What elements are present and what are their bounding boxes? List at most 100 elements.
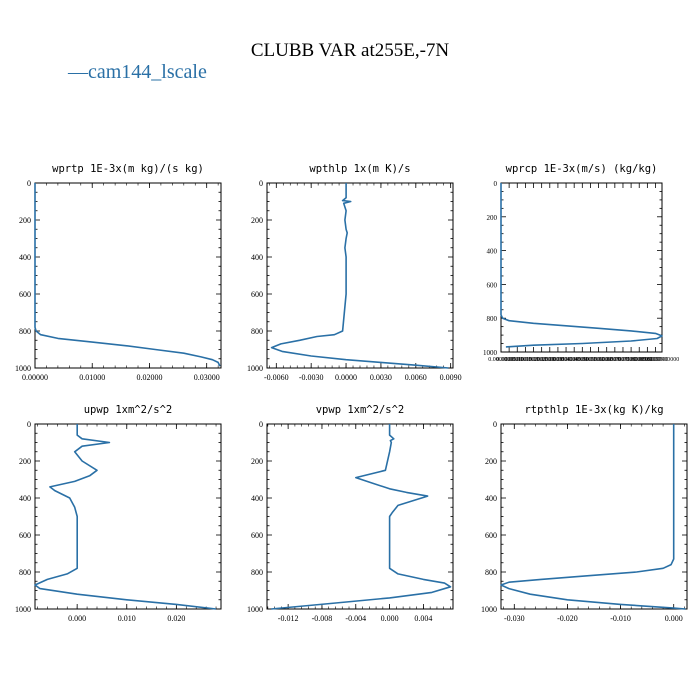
x-tick-label-rtpthlp: -0.030 xyxy=(504,614,525,623)
y-tick-label-wpthlp: 0 xyxy=(259,179,263,188)
x-tick-label-wprcp: 0.0002500 xyxy=(529,357,555,363)
x-tick-label-wprcp: 0.0003000 xyxy=(537,357,563,363)
y-tick-label-rtpthlp: 800 xyxy=(485,568,497,577)
x-tick-label-upwp: 0.010 xyxy=(118,614,136,623)
x-tick-label-wpthlp: -0.0060 xyxy=(264,373,289,382)
y-tick-label-rtpthlp: 600 xyxy=(485,531,497,540)
y-tick-label-wpthlp: 1000 xyxy=(247,364,263,373)
x-tick-label-vpwp: -0.008 xyxy=(312,614,333,623)
x-tick-label-wprcp: 0.0004000 xyxy=(553,357,579,363)
y-tick-label-rtpthlp: 0 xyxy=(493,420,497,429)
x-tick-label-wprcp: 0.0008000 xyxy=(618,357,644,363)
x-tick-label-wpthlp: 0.0030 xyxy=(370,373,392,382)
y-tick-label-vpwp: 0 xyxy=(259,420,263,429)
y-tick-label-wprtp: 200 xyxy=(19,216,31,225)
x-tick-label-upwp: 0.000 xyxy=(68,614,86,623)
y-tick-label-vpwp: 200 xyxy=(251,457,263,466)
x-tick-label-wprcp: 0.0009000 xyxy=(635,357,661,363)
legend-swatch: — xyxy=(67,61,89,83)
y-tick-label-wpthlp: 200 xyxy=(251,216,263,225)
x-tick-label-wpthlp: 0.0090 xyxy=(440,373,462,382)
x-tick-label-rtpthlp: 0.000 xyxy=(665,614,683,623)
y-tick-label-upwp: 600 xyxy=(19,531,31,540)
x-tick-label-wprtp: 0.01000 xyxy=(79,373,105,382)
x-tick-label-wprcp: 0.0000500 xyxy=(496,357,522,363)
x-tick-label-wpthlp: 0.0000 xyxy=(335,373,357,382)
y-tick-label-wprcp: 200 xyxy=(487,214,498,222)
panel-title-vpwp: vpwp 1xm^2/s^2 xyxy=(316,404,405,416)
series-line-wpthlp xyxy=(270,183,449,369)
series-line-wprcp xyxy=(500,183,663,348)
y-tick-label-wprcp: 0 xyxy=(494,180,498,188)
y-tick-label-vpwp: 800 xyxy=(251,568,263,577)
plot-frame-wprtp xyxy=(34,182,222,369)
panel-vpwp: vpwp 1xm^2/s^2 0 200 400 600 800 1000 -0.012 -0.… xyxy=(247,404,454,623)
y-tick-label-upwp: 800 xyxy=(19,568,31,577)
y-tick-label-rtpthlp: 400 xyxy=(485,494,497,503)
x-tick-label-wprcp: 0.0001500 xyxy=(513,357,539,363)
x-tick-label-wprcp: 0.0001000 xyxy=(505,357,531,363)
y-tick-label-vpwp: 600 xyxy=(251,531,263,540)
panel-wprcp: wprcp 1E-3x(m/s) (kg/kg) 0 200 400 600 800 100… xyxy=(483,163,679,363)
y-tick-label-upwp: 0 xyxy=(27,420,31,429)
series-line-rtpthlp xyxy=(500,424,686,610)
plot-frame-vpwp xyxy=(266,423,454,610)
x-tick-label-wprcp: 0.0009500 xyxy=(643,357,669,363)
y-tick-label-upwp: 1000 xyxy=(15,605,31,614)
y-tick-label-rtpthlp: 1000 xyxy=(481,605,497,614)
series-line-wprtp xyxy=(34,183,221,367)
figure-title: CLUBB VAR at255E,-7N xyxy=(251,40,450,61)
y-tick-label-wpthlp: 800 xyxy=(251,327,263,336)
y-tick-label-vpwp: 1000 xyxy=(247,605,263,614)
panel-upwp: upwp 1xm^2/s^2 0 200 400 600 800 1000 0.000 0.01… xyxy=(15,404,222,623)
plot-frame-wpthlp xyxy=(266,182,454,369)
x-tick-label-wprcp: 0.0009900000 xyxy=(645,357,680,363)
x-tick-label-wpthlp: -0.0030 xyxy=(299,373,324,382)
panel-rtpthlp: rtpthlp 1E-3x(kg K)/kg02004006008001000-… xyxy=(481,404,688,623)
y-tick-label-wprtp: 1000 xyxy=(15,364,31,373)
y-tick-label-upwp: 400 xyxy=(19,494,31,503)
x-tick-label-wprcp: 0.0005000 xyxy=(570,357,596,363)
x-tick-label-wprcp: 0.0006000 xyxy=(586,357,612,363)
y-tick-label-wprtp: 400 xyxy=(19,253,31,262)
x-tick-label-wprtp: 0.00000 xyxy=(22,373,48,382)
x-tick-label-wprcp: 0.0006500 xyxy=(594,357,620,363)
x-tick-label-wprtp: 0.03000 xyxy=(194,373,220,382)
y-tick-label-wprcp: 400 xyxy=(487,248,498,256)
panel-grid: wprtp 1E-3x(m kg)/(s kg) 0 200 400 600 800 100… xyxy=(15,163,688,623)
y-tick-label-vpwp: 400 xyxy=(251,494,263,503)
x-tick-label-wprcp: 0.0004500 xyxy=(561,357,587,363)
x-tick-label-vpwp: 0.004 xyxy=(414,614,432,623)
y-tick-label-wprtp: 600 xyxy=(19,290,31,299)
panel-title-wpthlp: wpthlp 1x(m K)/s xyxy=(309,163,410,175)
x-tick-label-wprcp: 0.0007000 xyxy=(602,357,628,363)
y-tick-label-wprcp: 600 xyxy=(487,281,498,289)
x-tick-label-vpwp: 0.000 xyxy=(381,614,399,623)
x-tick-label-vpwp: -0.012 xyxy=(278,614,299,623)
x-tick-label-wprcp: 0.0000000 xyxy=(488,357,514,363)
panel-wpthlp: wpthlp 1x(m K)/s 0 200 400 600 800 1000-0.0060… xyxy=(247,163,462,382)
y-tick-label-rtpthlp: 200 xyxy=(485,457,497,466)
legend-label: cam144_lscale xyxy=(88,61,207,83)
panel-title-wprcp: wprcp 1E-3x(m/s) (kg/kg) xyxy=(506,163,658,175)
x-tick-label-wprtp: 0.02000 xyxy=(136,373,162,382)
panel-title-wprtp: wprtp 1E-3x(m kg)/(s kg) xyxy=(52,163,204,175)
x-tick-label-wprcp: 0.0005500 xyxy=(578,357,604,363)
x-tick-label-wprcp: 0.0008500 xyxy=(626,357,652,363)
y-tick-label-wpthlp: 600 xyxy=(251,290,263,299)
panel-wprtp: wprtp 1E-3x(m kg)/(s kg) 0 200 400 600 800 100… xyxy=(15,163,222,382)
x-tick-label-vpwp: -0.004 xyxy=(345,614,366,623)
series-line-upwp xyxy=(34,424,217,610)
x-tick-label-wprcp: 0.0003500 xyxy=(545,357,571,363)
panel-title-upwp: upwp 1xm^2/s^2 xyxy=(84,404,173,416)
plot-frame-upwp xyxy=(34,423,222,610)
x-tick-label-wprcp: 0.0007500 xyxy=(610,357,636,363)
y-tick-label-upwp: 200 xyxy=(19,457,31,466)
y-tick-label-wprtp: 0 xyxy=(27,179,31,188)
y-tick-label-wprcp: 800 xyxy=(487,315,498,323)
x-tick-label-wpthlp: 0.0060 xyxy=(405,373,427,382)
y-tick-label-wprcp: 1000 xyxy=(483,349,498,357)
x-tick-label-wprcp: 0.0002000 xyxy=(521,357,547,363)
y-tick-label-wpthlp: 400 xyxy=(251,253,263,262)
